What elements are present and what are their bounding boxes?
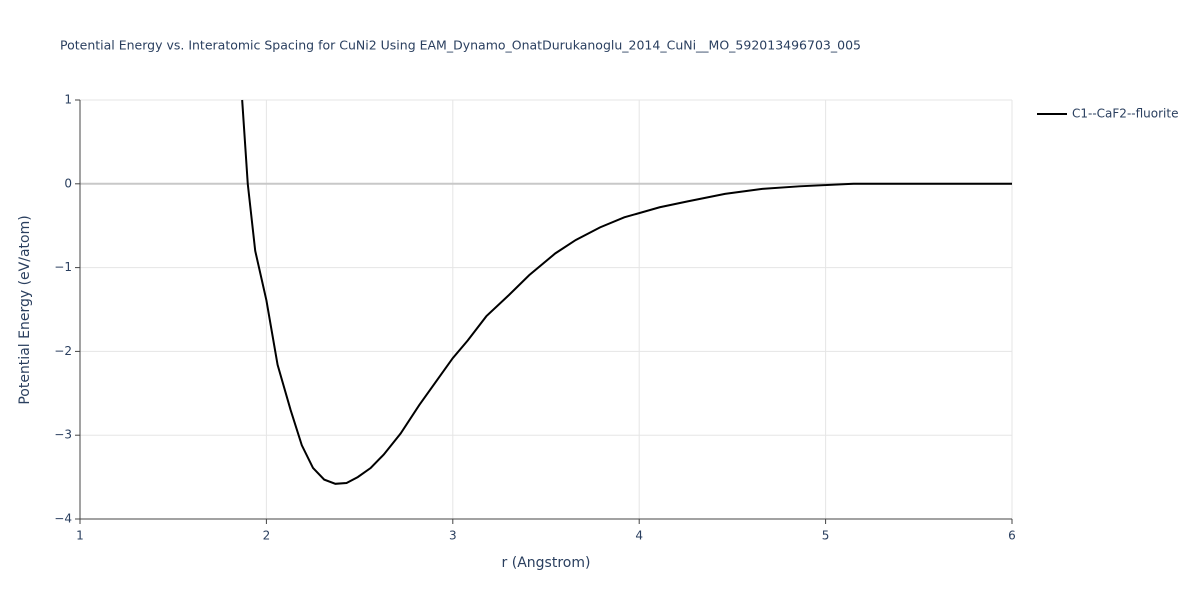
x-tick-label: 6 <box>1008 529 1016 543</box>
y-tick-label: 0 <box>64 176 72 190</box>
x-tick-label: 5 <box>822 529 830 543</box>
y-tick-label: 1 <box>64 93 72 107</box>
y-tick-label: −4 <box>54 512 72 526</box>
x-axis-title: r (Angstrom) <box>502 555 591 571</box>
legend-label: C1--CaF2--fluorite <box>1072 107 1178 121</box>
y-axis-title: Potential Energy (eV/atom) <box>17 215 33 404</box>
data-line <box>241 99 1012 485</box>
y-tick-label: −2 <box>54 344 72 358</box>
x-tick-label: 3 <box>449 529 457 543</box>
x-tick-label: 2 <box>263 529 271 543</box>
x-tick-label: 1 <box>76 529 84 543</box>
chart-title: Potential Energy vs. Interatomic Spacing… <box>60 38 861 53</box>
x-tick-label: 4 <box>635 529 643 543</box>
y-tick-label: −3 <box>54 428 72 442</box>
y-tick-label: −1 <box>54 260 72 274</box>
